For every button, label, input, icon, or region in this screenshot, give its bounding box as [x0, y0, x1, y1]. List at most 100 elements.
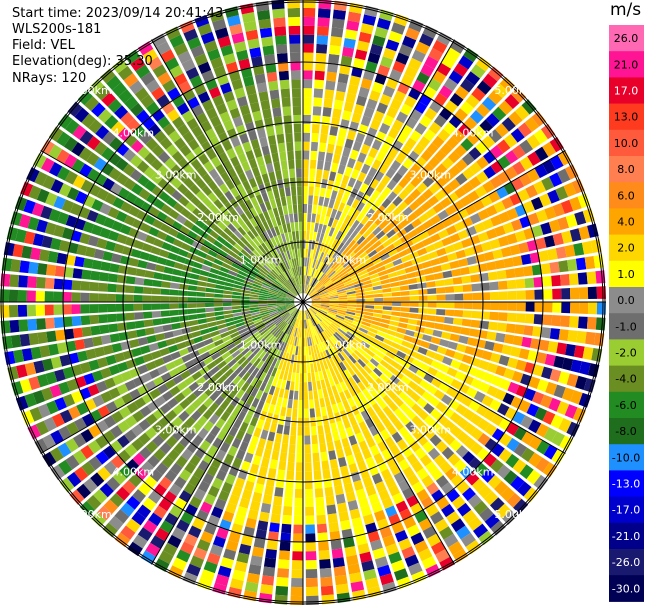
velocity-gate	[226, 99, 238, 111]
velocity-gate	[136, 504, 152, 519]
velocity-gate	[270, 98, 281, 109]
velocity-gate	[321, 341, 328, 351]
velocity-gate	[285, 302, 295, 304]
velocity-gate	[211, 477, 224, 490]
velocity-gate	[314, 398, 320, 409]
velocity-gate	[281, 352, 287, 362]
velocity-gate	[137, 384, 149, 396]
velocity-gate	[232, 116, 244, 128]
velocity-gate	[436, 414, 449, 426]
velocity-gate	[208, 325, 219, 333]
velocity-gate	[369, 236, 379, 246]
range-ring-label: 2.00km	[197, 381, 239, 394]
velocity-gate	[295, 150, 302, 160]
velocity-gate	[130, 102, 144, 117]
velocity-gate	[365, 334, 375, 342]
velocity-gate	[379, 322, 390, 329]
velocity-gate	[507, 312, 517, 323]
velocity-gate	[221, 351, 231, 360]
velocity-gate	[17, 304, 28, 317]
velocity-gate	[275, 319, 284, 326]
velocity-gate	[415, 194, 427, 206]
velocity-gate	[360, 254, 370, 263]
velocity-gate	[330, 190, 338, 200]
velocity-gate	[334, 331, 343, 340]
velocity-gate	[356, 298, 366, 302]
velocity-gate	[303, 52, 314, 62]
velocity-gate	[369, 444, 380, 456]
colorbar-swatch	[609, 25, 644, 52]
velocity-gate	[400, 103, 413, 116]
velocity-gate	[352, 321, 362, 327]
velocity-gate	[386, 179, 398, 191]
velocity-gate	[291, 372, 296, 382]
velocity-gate	[292, 204, 298, 214]
velocity-gate	[359, 368, 369, 378]
velocity-gate	[383, 297, 393, 302]
velocity-gate	[189, 454, 202, 467]
velocity-gate	[216, 235, 227, 245]
velocity-gate	[328, 450, 337, 461]
velocity-gate	[295, 328, 299, 338]
velocity-gate	[108, 515, 124, 531]
velocity-gate	[498, 312, 508, 322]
velocity-gate	[53, 291, 63, 302]
velocity-gate	[318, 310, 327, 316]
velocity-gate	[165, 337, 176, 347]
velocity-gate	[196, 133, 208, 146]
velocity-gate	[371, 81, 384, 94]
velocity-gate	[347, 296, 357, 300]
velocity-gate	[311, 372, 316, 382]
velocity-gate	[101, 92, 117, 107]
velocity-gate	[308, 346, 312, 356]
velocity-gate	[313, 363, 318, 373]
velocity-gate	[299, 239, 303, 249]
velocity-gate	[179, 435, 191, 448]
velocity-gate	[304, 453, 312, 463]
velocity-gate	[195, 178, 207, 190]
velocity-gate	[392, 258, 403, 266]
velocity-gate	[120, 370, 133, 382]
velocity-gate	[332, 345, 340, 354]
velocity-gate	[215, 279, 226, 286]
velocity-gate	[433, 272, 444, 280]
velocity-gate	[163, 542, 178, 557]
velocity-gate	[535, 457, 550, 473]
velocity-gate	[320, 303, 330, 306]
velocity-gate	[303, 382, 308, 392]
velocity-gate	[336, 136, 346, 147]
velocity-gate	[253, 280, 263, 287]
velocity-gate	[549, 154, 564, 170]
velocity-gate	[189, 496, 202, 509]
velocity-gate	[206, 552, 221, 565]
velocity-gate	[363, 352, 373, 361]
velocity-gate	[450, 359, 462, 370]
velocity-gate	[330, 208, 338, 219]
velocity-gate	[175, 214, 187, 225]
velocity-gate	[353, 349, 363, 359]
velocity-gate	[425, 503, 439, 517]
velocity-gate	[438, 255, 449, 264]
velocity-gate	[313, 470, 322, 480]
velocity-gate	[191, 371, 203, 381]
velocity-gate	[269, 270, 278, 279]
velocity-gate	[201, 333, 212, 341]
velocity-gate	[347, 306, 357, 310]
velocity-gate	[304, 310, 308, 320]
velocity-gate	[284, 214, 290, 224]
velocity-gate	[342, 399, 351, 410]
velocity-gate	[334, 354, 342, 364]
velocity-gate	[490, 459, 504, 473]
velocity-gate	[149, 388, 161, 400]
velocity-gate	[267, 365, 275, 376]
velocity-gate	[274, 359, 281, 369]
velocity-gate	[319, 342, 325, 352]
velocity-gate	[217, 323, 227, 330]
velocity-gate	[403, 516, 417, 529]
velocity-gate	[347, 206, 356, 217]
velocity-gate	[36, 318, 46, 330]
velocity-gate	[353, 335, 363, 344]
velocity-gate	[107, 313, 117, 323]
velocity-gate	[259, 27, 273, 38]
velocity-gate	[176, 380, 188, 392]
